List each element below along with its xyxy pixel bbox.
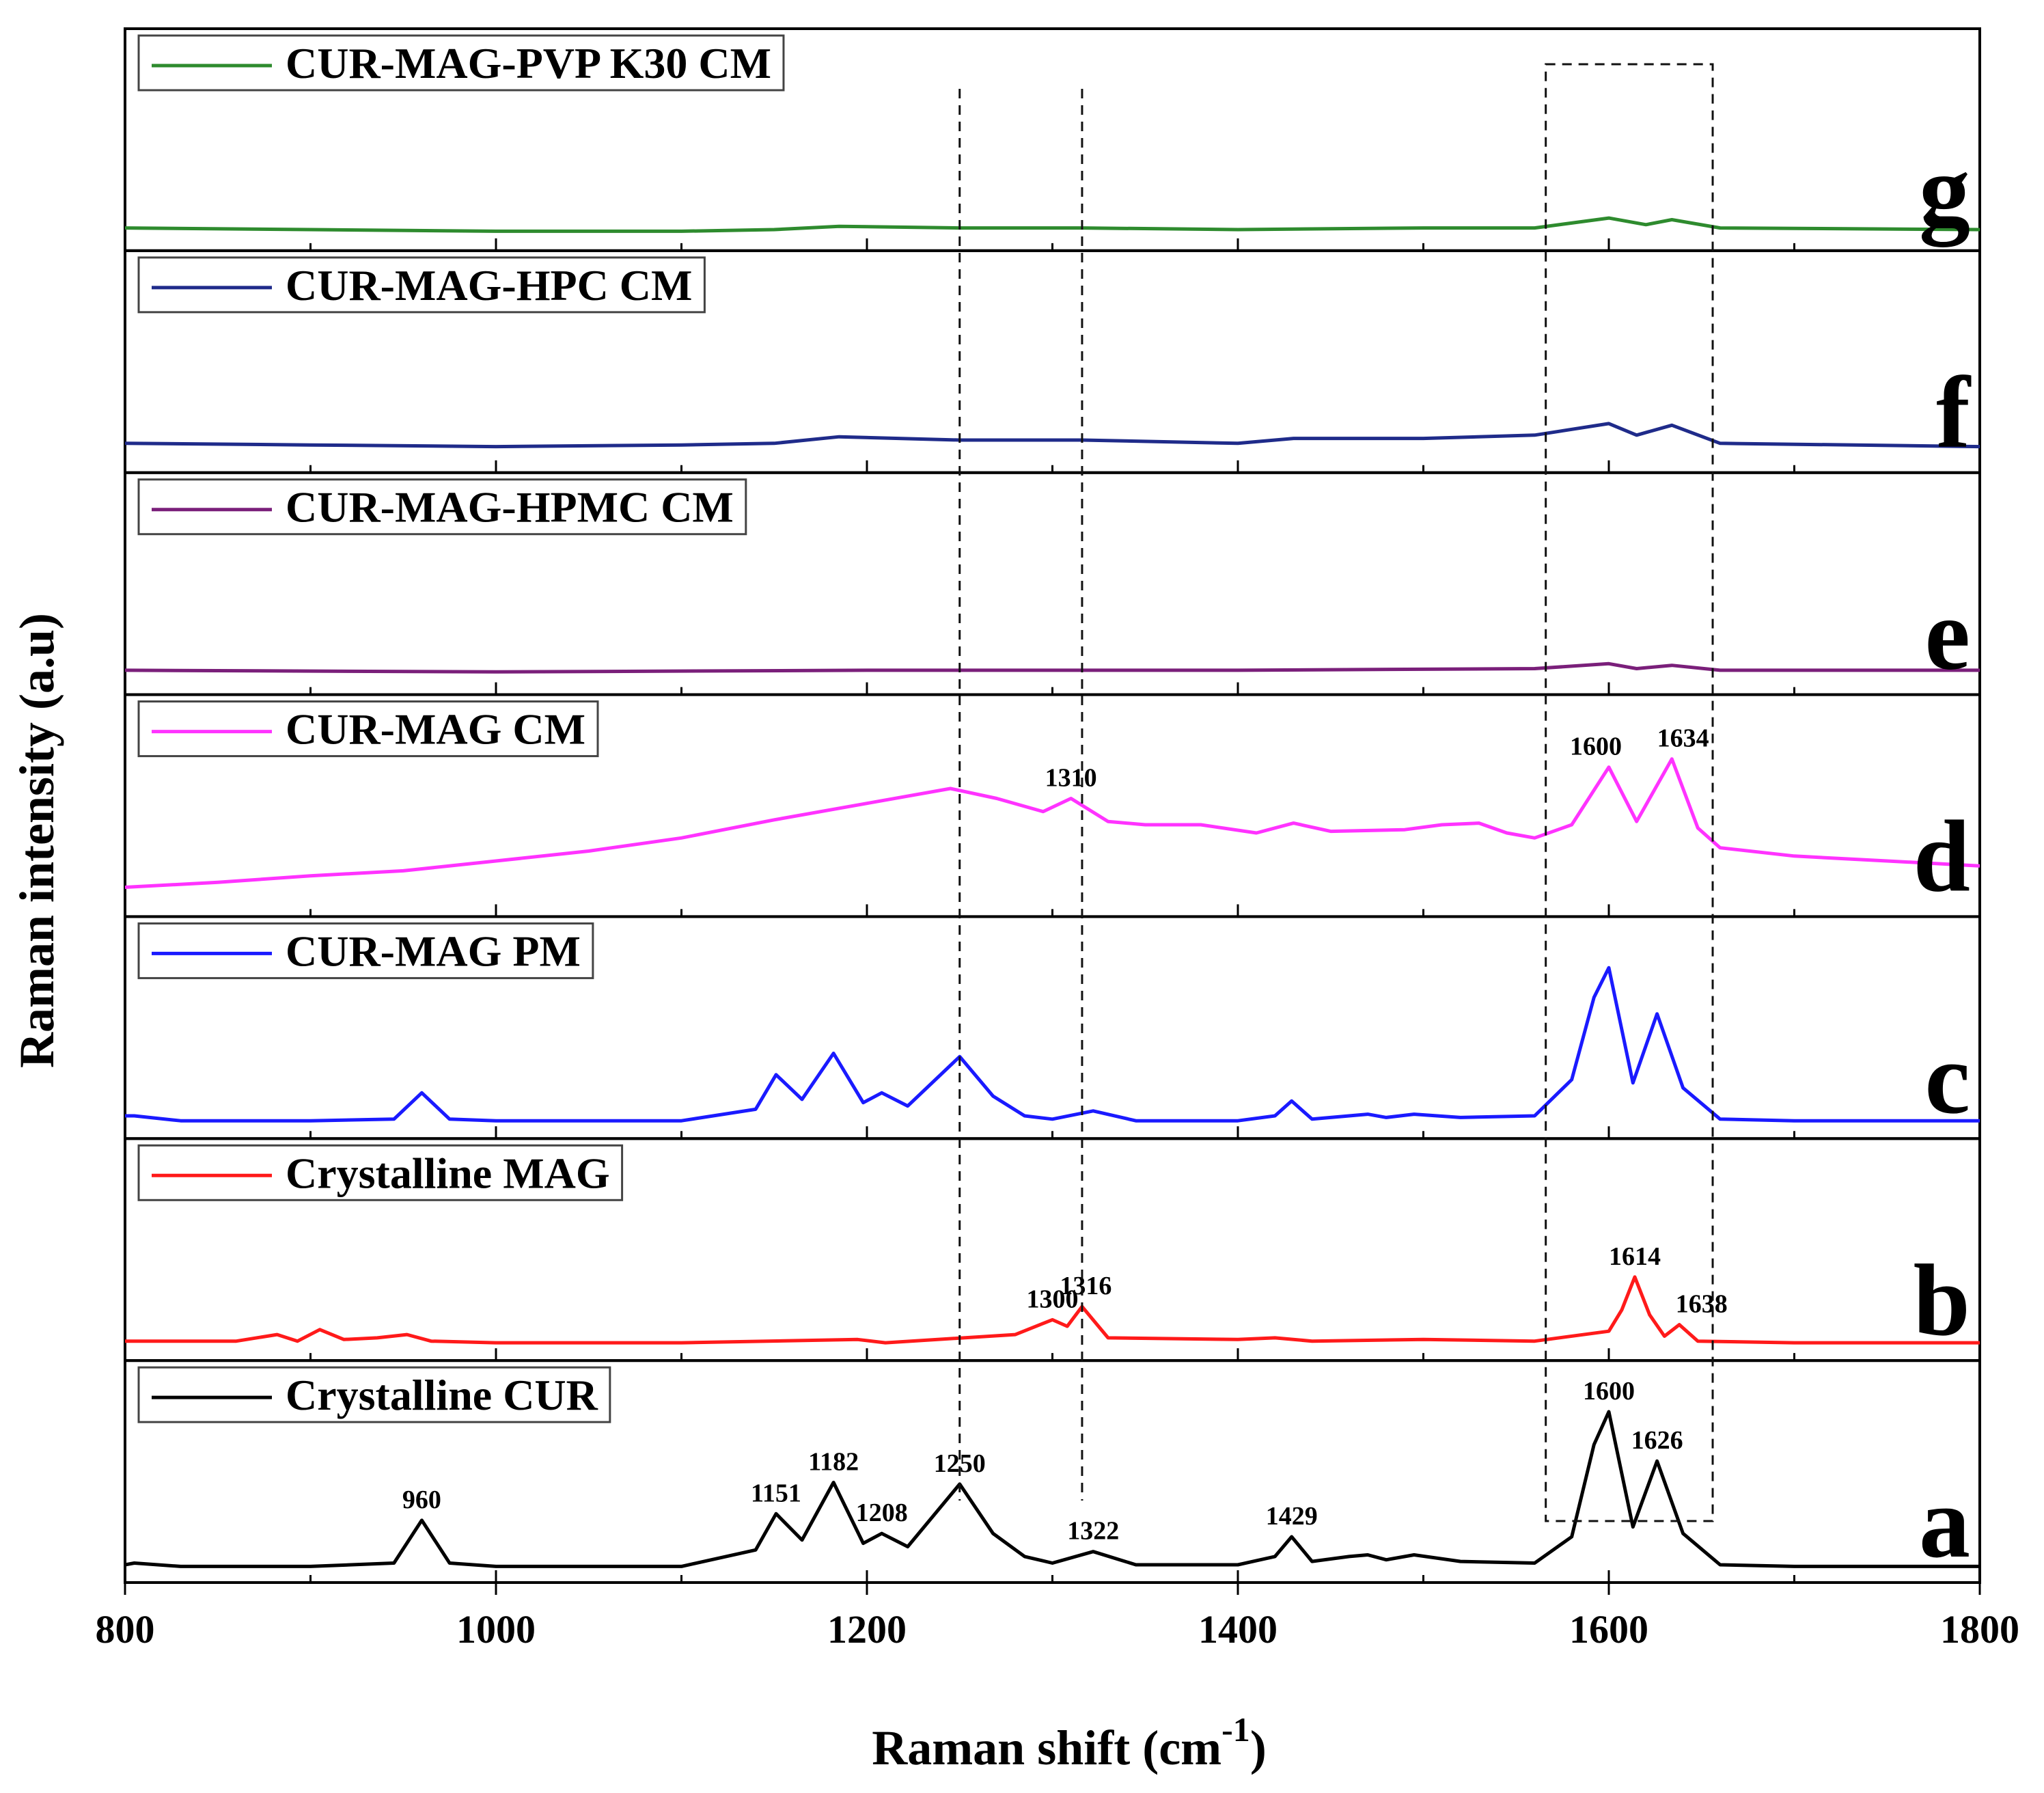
panel-c: CUR-MAG PM c [124, 915, 1981, 1140]
panel-f: CUR-MAG-HPC CM f [124, 249, 1981, 474]
spectrum-line-d [124, 757, 1980, 889]
legend-e: CUR-MAG-HPMC CM [137, 478, 747, 536]
x-axis-title: Raman shift (cm-1) [872, 1710, 1267, 1775]
legend-label-d: CUR-MAG CM [286, 705, 585, 754]
legend-c: CUR-MAG PM [137, 922, 594, 979]
x-tick-label: 1200 [827, 1607, 907, 1652]
peak-label: 1429 [1266, 1502, 1318, 1531]
panel-letter-e: e [1924, 578, 1970, 692]
legend-box-d [137, 700, 599, 758]
legend-g: CUR-MAG-PVP K30 CM [137, 34, 785, 92]
peak-label: 1182 [808, 1448, 859, 1477]
x-tick-label: 800 [96, 1607, 155, 1652]
legend-label-a: Crystalline CUR [286, 1371, 598, 1419]
panel-letter-b: b [1914, 1244, 1970, 1357]
spectrum-line-a [124, 1410, 1980, 1568]
legend-box-e [137, 478, 747, 536]
peak-label: 1322 [1067, 1517, 1119, 1546]
spectrum-line-f [124, 422, 1980, 449]
y-axis-title: Raman intensity (a.u) [10, 613, 64, 1068]
panel-letter-g: g [1919, 134, 1970, 247]
peak-label: 1300 [1027, 1285, 1079, 1313]
legend-box-g [137, 34, 785, 92]
panel-g: CUR-MAG-PVP K30 CM g [124, 27, 1981, 252]
x-tick-label: 1600 [1569, 1607, 1648, 1652]
legend-box-b [137, 1144, 624, 1201]
peak-label: 1638 [1676, 1290, 1728, 1319]
spectrum-line-b [125, 1275, 1980, 1345]
panel-e: CUR-MAG-HPMC CM e [124, 471, 1981, 696]
legend-label-e: CUR-MAG-HPMC CM [286, 483, 734, 532]
x-axis-title-superscript: -1 [1221, 1710, 1250, 1749]
peak-label: 1614 [1609, 1242, 1661, 1271]
legend-d: CUR-MAG CM [137, 700, 599, 758]
legend-f: CUR-MAG-HPC CM [137, 256, 706, 314]
peak-label: 1626 [1631, 1426, 1683, 1455]
peak-label: 1634 [1657, 724, 1709, 753]
dashed-region-box [1545, 63, 1714, 1522]
legend-label-c: CUR-MAG PM [286, 927, 581, 975]
legend-label-g: CUR-MAG-PVP K30 CM [286, 39, 771, 87]
x-axis: 800 1000 1200 1400 1600 1800 [96, 1583, 2019, 1652]
x-tick-label: 1000 [456, 1607, 536, 1652]
peak-label: 1151 [751, 1479, 801, 1507]
spectrum-line-c [125, 966, 1980, 1123]
legend-box-a [137, 1366, 611, 1423]
peak-label: 1600 [1583, 1377, 1635, 1406]
peak-label: 1310 [1045, 763, 1097, 792]
legend-box-f [137, 256, 706, 314]
peak-label: 960 [402, 1486, 441, 1514]
legend-box-c [137, 922, 594, 979]
panel-letter-d: d [1914, 799, 1970, 913]
x-axis-title-main: Raman shift (cm [872, 1721, 1221, 1775]
panel-letter-a: a [1919, 1466, 1970, 1579]
panel-letter-f: f [1936, 356, 1972, 469]
peak-label: 1208 [856, 1498, 908, 1527]
x-tick-label: 1800 [1940, 1607, 2019, 1652]
peak-label: 1600 [1570, 733, 1622, 761]
legend-b: Crystalline MAG [137, 1144, 624, 1201]
legend-label-f: CUR-MAG-HPC CM [286, 261, 692, 310]
legend-a: Crystalline CUR [137, 1366, 611, 1423]
panel-letter-c: c [1924, 1022, 1970, 1135]
x-axis-title-close: ) [1250, 1721, 1267, 1775]
peak-label: 1316 [1060, 1272, 1111, 1300]
spectrum-line-e [124, 661, 1980, 674]
legend-label-b: Crystalline MAG [286, 1149, 610, 1197]
spectrum-line-g [124, 216, 1980, 233]
x-tick-label: 1400 [1198, 1607, 1278, 1652]
panel-d: CUR-MAG CM d 1310 1600 1634 [124, 693, 1981, 918]
overlay-layer [958, 63, 1714, 1522]
